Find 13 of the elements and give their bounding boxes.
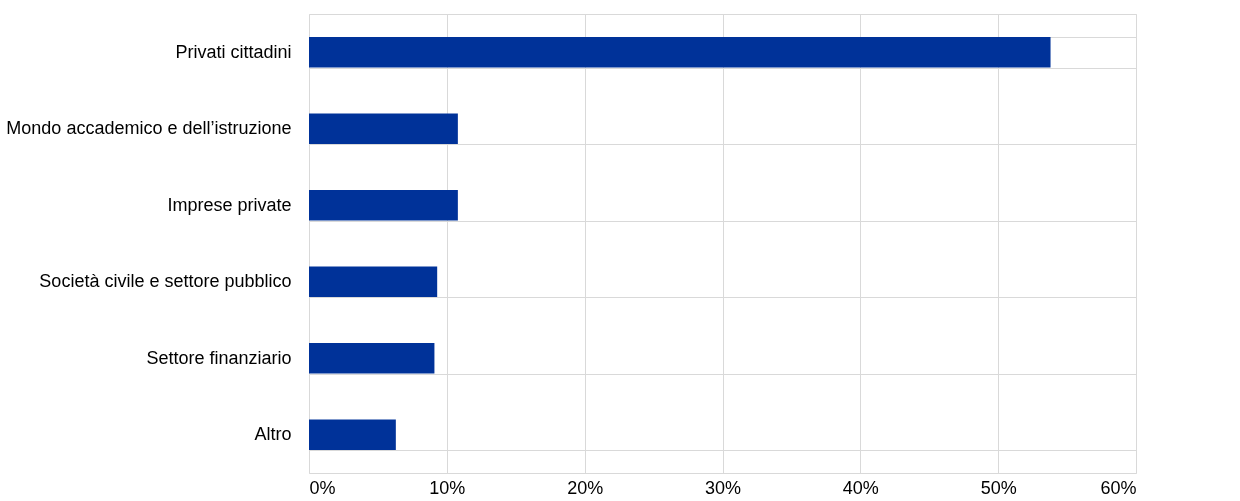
x-tick-label: 10% <box>429 477 466 498</box>
y-tick-label: Settore finanziario <box>146 347 292 368</box>
x-tick-label: 30% <box>704 477 742 498</box>
y-tick-label: Altro <box>254 424 292 445</box>
y-tick-label: Mondo accademico e dell’istruzione <box>6 118 292 139</box>
x-tick-label: 20% <box>567 477 604 498</box>
y-tick-label: Imprese private <box>167 194 292 215</box>
y-tick-label: Privati cittadini <box>175 41 292 62</box>
x-tick-label: 50% <box>980 477 1017 498</box>
x-tick-label: 0% <box>309 477 336 498</box>
x-tick-label: 40% <box>842 477 879 498</box>
x-tick-label: 60% <box>1100 477 1137 498</box>
y-tick-label: Società civile e settore pubblico <box>39 271 292 292</box>
